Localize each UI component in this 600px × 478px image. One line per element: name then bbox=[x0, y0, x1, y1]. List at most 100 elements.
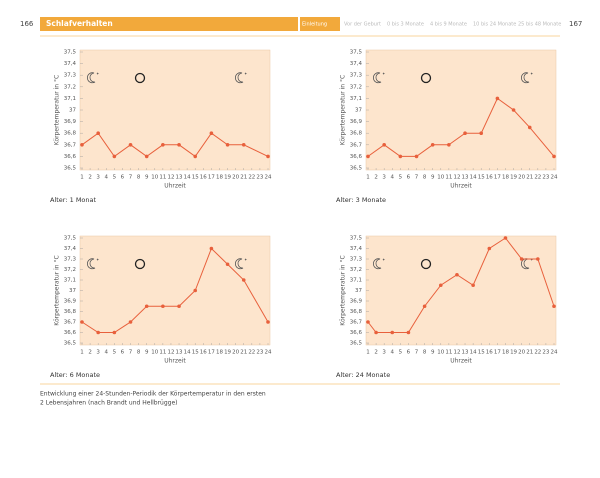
y-tick-label: 37,3 bbox=[64, 73, 77, 79]
point bbox=[536, 257, 540, 261]
point bbox=[80, 143, 84, 147]
point bbox=[422, 304, 427, 309]
x-tick-label: 10 bbox=[151, 175, 158, 181]
y-tick-label: 36,7 bbox=[350, 320, 363, 326]
star-icon: ✦ bbox=[244, 71, 248, 76]
x-tick-label: 3 bbox=[382, 175, 386, 181]
x-tick-label: 14 bbox=[184, 350, 191, 356]
point bbox=[241, 143, 246, 147]
point bbox=[225, 143, 230, 147]
point bbox=[438, 283, 443, 288]
point bbox=[455, 272, 459, 277]
moon-icon bbox=[235, 258, 244, 270]
x-tick-label: 8 bbox=[423, 175, 427, 181]
point bbox=[390, 330, 395, 335]
y-tick-label: 37,4 bbox=[64, 61, 77, 67]
x-axis-label: Uhrzeit bbox=[450, 358, 472, 365]
tab-active bbox=[300, 17, 340, 31]
y-tick-label: 36,8 bbox=[64, 309, 77, 315]
point bbox=[177, 143, 181, 147]
x-tick-label: 12 bbox=[453, 175, 460, 181]
x-tick-label: 18 bbox=[502, 175, 509, 181]
x-tick-label: 13 bbox=[176, 175, 183, 181]
x-tick-label: 5 bbox=[399, 175, 403, 181]
x-tick-label: 15 bbox=[478, 350, 485, 356]
point bbox=[96, 330, 100, 335]
point bbox=[112, 154, 117, 159]
chart-title: Alter: 6 Monate bbox=[50, 371, 100, 379]
x-tick-label: 16 bbox=[486, 350, 493, 356]
caption: 2 Lebensjahren (nach Brandt und Hellbrüg… bbox=[40, 400, 178, 407]
x-tick-label: 21 bbox=[526, 350, 533, 356]
point bbox=[382, 143, 386, 147]
y-axis-label: Körpertemperatur in °C bbox=[54, 255, 61, 325]
x-tick-label: 10 bbox=[437, 350, 444, 356]
point bbox=[374, 330, 378, 335]
y-tick-label: 37 bbox=[69, 108, 76, 114]
x-tick-label: 13 bbox=[462, 175, 469, 181]
star-icon: ✦ bbox=[382, 257, 386, 262]
x-tick-label: 11 bbox=[445, 350, 452, 356]
y-tick-label: 37,3 bbox=[350, 257, 363, 263]
x-tick-label: 19 bbox=[224, 350, 231, 356]
x-tick-label: 17 bbox=[494, 350, 501, 356]
point bbox=[495, 96, 500, 101]
plot-area bbox=[79, 49, 271, 171]
x-tick-label: 16 bbox=[200, 175, 207, 181]
chart-title: Alter: 3 Monate bbox=[336, 196, 386, 204]
x-tick-label: 5 bbox=[113, 350, 117, 356]
x-tick-label: 21 bbox=[526, 175, 533, 181]
x-tick-label: 4 bbox=[391, 350, 395, 356]
y-tick-label: 36,7 bbox=[64, 142, 77, 148]
x-tick-label: 7 bbox=[415, 175, 419, 181]
x-tick-label: 2 bbox=[88, 175, 92, 181]
point bbox=[225, 262, 230, 267]
y-tick-label: 37 bbox=[69, 288, 76, 294]
x-tick-label: 10 bbox=[437, 175, 444, 181]
tab: Vor der Geburt bbox=[344, 22, 381, 28]
y-tick-label: 36,8 bbox=[350, 309, 363, 315]
point bbox=[527, 125, 532, 130]
x-axis-label: Uhrzeit bbox=[164, 358, 186, 365]
x-tick-label: 12 bbox=[453, 350, 460, 356]
x-tick-label: 8 bbox=[423, 350, 427, 356]
point bbox=[144, 304, 149, 309]
x-axis-label: Uhrzeit bbox=[164, 183, 186, 190]
x-tick-label: 20 bbox=[518, 350, 525, 356]
star-icon: ✦ bbox=[96, 71, 100, 76]
point bbox=[471, 283, 475, 288]
y-axis-label: Körpertemperatur in °C bbox=[340, 75, 347, 145]
y-tick-label: 37,1 bbox=[350, 96, 362, 102]
x-tick-label: 7 bbox=[129, 350, 133, 356]
tab: 4 bis 9 Monate bbox=[430, 22, 467, 28]
y-tick-label: 37,4 bbox=[350, 61, 363, 67]
moon-icon bbox=[521, 72, 530, 84]
x-tick-label: 21 bbox=[240, 175, 247, 181]
x-tick-label: 22 bbox=[534, 350, 541, 356]
section-bar bbox=[40, 17, 298, 31]
y-tick-label: 37,5 bbox=[350, 50, 363, 56]
section-title: Schlafverhalten bbox=[46, 19, 113, 28]
moon-icon bbox=[235, 72, 244, 84]
x-tick-label: 22 bbox=[248, 175, 255, 181]
y-axis-label: Körpertemperatur in °C bbox=[340, 255, 347, 325]
x-tick-label: 21 bbox=[240, 350, 247, 356]
point bbox=[266, 320, 270, 324]
star-icon: ✦ bbox=[244, 257, 248, 262]
y-tick-label: 37 bbox=[355, 108, 362, 114]
point bbox=[80, 320, 84, 324]
x-axis-label: Uhrzeit bbox=[450, 183, 472, 190]
x-tick-label: 2 bbox=[88, 350, 92, 356]
x-tick-label: 6 bbox=[121, 350, 125, 356]
y-tick-label: 36,9 bbox=[64, 119, 77, 125]
point bbox=[487, 246, 492, 251]
page-number: 167 bbox=[569, 20, 582, 28]
x-tick-label: 24 bbox=[265, 175, 272, 181]
x-tick-label: 8 bbox=[137, 175, 141, 181]
plot-area bbox=[365, 49, 557, 171]
y-axis-label: Körpertemperatur in °C bbox=[54, 75, 61, 145]
point bbox=[112, 330, 117, 335]
point bbox=[96, 131, 100, 135]
point bbox=[503, 236, 508, 240]
x-tick-label: 10 bbox=[151, 350, 158, 356]
